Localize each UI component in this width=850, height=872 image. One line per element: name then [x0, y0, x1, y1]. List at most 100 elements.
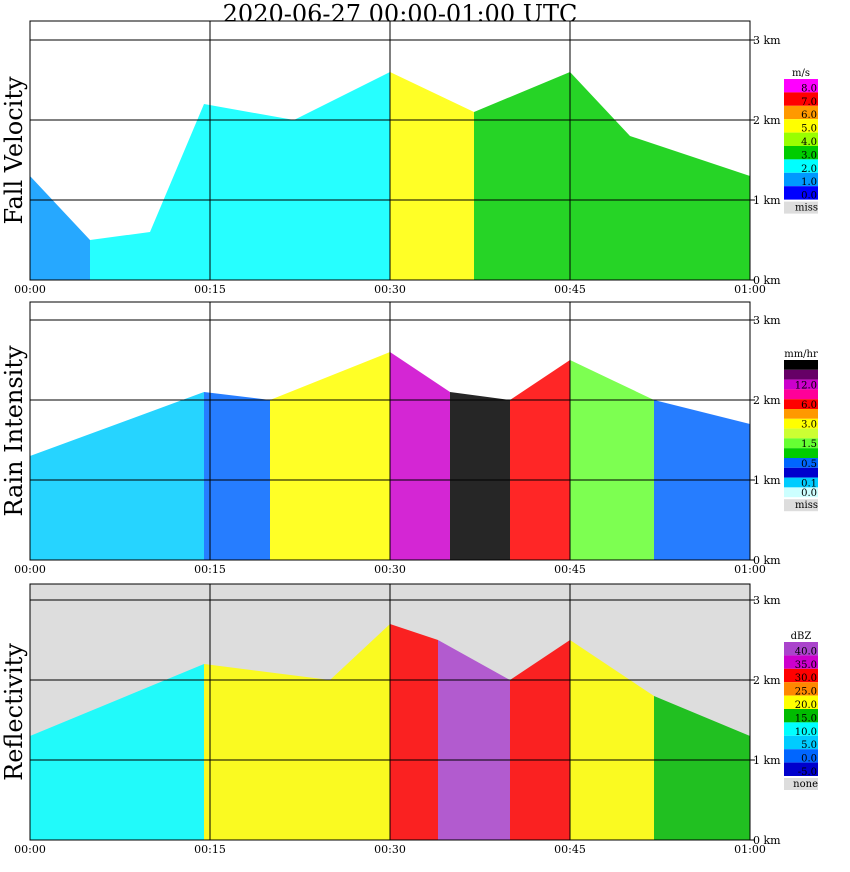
reflectivity-colorbar-label: 30.0	[795, 673, 817, 684]
fall_velocity-ytick-label: 3 km	[753, 34, 781, 47]
reflectivity-colorbar-swatch	[784, 762, 818, 776]
reflectivity-echo-column	[30, 664, 204, 840]
reflectivity-colorbar-label: 15.0	[795, 713, 817, 724]
reflectivity-colorbar-swatch	[784, 735, 818, 750]
rain_intensity-xtick-label: 00:00	[14, 563, 46, 576]
reflectivity-colorbar-label: 0.0	[801, 754, 817, 765]
rain_intensity-colorbar-swatch	[784, 399, 818, 409]
fall_velocity-colorbar-swatch	[784, 105, 818, 120]
fall_velocity-colorbar-swatch	[784, 92, 818, 106]
fall_velocity-colorbar-label: 3.0	[801, 150, 817, 161]
rain_intensity-colorbar-swatch	[784, 369, 818, 380]
fall_velocity-ytick-label: 0 km	[753, 274, 781, 287]
rain_intensity-ytick-label: 1 km	[753, 474, 781, 487]
rain_intensity-colorbar-label: 12.0	[795, 380, 817, 391]
reflectivity-colorbar-label: 20.0	[795, 700, 817, 711]
rain_intensity-xtick-label: 00:45	[554, 563, 586, 576]
rain_intensity-colorbar-swatch	[784, 409, 818, 419]
rain_intensity-echo-column	[270, 352, 390, 560]
fall_velocity-colorbar-missing-label: miss	[795, 203, 818, 214]
fall_velocity-colorbar-label: 2.0	[801, 164, 817, 175]
rain_intensity-colorbar-swatch	[784, 467, 818, 478]
fall_velocity-echo-column	[570, 72, 630, 280]
fall_velocity-ytick-label: 1 km	[753, 194, 781, 207]
rain_intensity-ytick-label: 0 km	[753, 554, 781, 567]
reflectivity-colorbar-swatch	[784, 668, 818, 683]
rain_intensity-colorbar-swatch	[784, 428, 818, 439]
reflectivity-ylabel: Reflectivity	[0, 643, 28, 781]
fall_velocity-xtick-label: 00:45	[554, 283, 586, 296]
rain_intensity-colorbar-swatch	[784, 379, 818, 390]
fall_velocity-ylabel: Fall Velocity	[0, 76, 28, 225]
rain_intensity-colorbar-label: 48.0	[795, 361, 817, 372]
rain_intensity-colorbar-unit: mm/hr	[784, 349, 818, 360]
fall_velocity-colorbar-swatch	[784, 79, 818, 93]
reflectivity-colorbar-swatch	[784, 682, 818, 696]
fall_velocity-colorbar-label: 7.0	[801, 97, 817, 108]
reflectivity-colorbar-label: 40.0	[795, 646, 817, 657]
fall_velocity-colorbar-swatch	[784, 146, 818, 160]
rain_intensity-echo-column	[570, 360, 654, 560]
reflectivity-frame	[29, 583, 751, 841]
reflectivity-ytick-label: 3 km	[753, 594, 781, 607]
reflectivity-echo-column	[570, 640, 654, 840]
reflectivity-colorbar-swatch	[784, 722, 818, 736]
rain_intensity-ylabel: Rain Intensity	[0, 345, 28, 517]
reflectivity-xtick-label: 00:45	[554, 843, 586, 856]
rain_intensity-colorbar-label: 6.0	[801, 400, 817, 411]
rain_intensity-xtick-label: 00:15	[194, 563, 226, 576]
fall_velocity-colorbar-swatch	[784, 119, 818, 133]
reflectivity-colorbar-unit: dBZ	[791, 631, 812, 642]
rain_intensity-colorbar-swatch	[784, 360, 818, 370]
fall_velocity-colorbar-swatch	[784, 159, 818, 173]
rain_intensity-ytick-label: 2 km	[753, 394, 781, 407]
reflectivity-colorbar-label: 10.0	[795, 727, 817, 738]
reflectivity-echo-column	[438, 640, 510, 840]
rain_intensity-colorbar-label: 3.0	[801, 420, 817, 431]
reflectivity-colorbar-swatch	[784, 642, 818, 656]
rain_intensity-echo-column	[450, 392, 510, 560]
fall_velocity-colorbar-label: 0.0	[801, 191, 817, 202]
rain_intensity-colorbar-swatch	[784, 418, 818, 429]
rain_intensity-xtick-label: 00:30	[374, 563, 406, 576]
fall_velocity-colorbar-label: 8.0	[801, 83, 817, 94]
fall_velocity-colorbar-label: 5.0	[801, 124, 817, 135]
fall_velocity-xtick-label: 00:15	[194, 283, 226, 296]
fall_velocity-colorbar-swatch	[784, 172, 818, 187]
fall_velocity-echo-column	[30, 176, 90, 280]
rain_intensity-colorbar-swatch	[784, 389, 818, 400]
fall_velocity-xtick-label: 00:30	[374, 283, 406, 296]
reflectivity-xtick-label: 00:15	[194, 843, 226, 856]
reflectivity-colorbar-label: 25.0	[795, 687, 817, 698]
rain_intensity-colorbar-label: 0.5	[801, 459, 817, 470]
fall_velocity-colorbar-unit: m/s	[792, 68, 810, 79]
rain_intensity-echo-column	[204, 392, 270, 560]
reflectivity-colorbar-swatch	[784, 695, 818, 709]
rain_intensity-colorbar-missing-swatch	[784, 499, 818, 512]
rain_intensity-colorbar-swatch	[784, 477, 818, 488]
reflectivity-colorbar-swatch	[784, 709, 818, 723]
fall_velocity-echo-column	[90, 232, 150, 280]
reflectivity-xtick-label: 01:00	[734, 843, 766, 856]
rain_intensity-colorbar-swatch	[784, 458, 818, 468]
fall_velocity-colorbar-label: 6.0	[801, 110, 817, 121]
rain_intensity-colorbar-label: 0.0	[801, 488, 817, 499]
fall_velocity-echo-column	[150, 104, 204, 280]
rain_intensity-colorbar-swatch	[784, 448, 818, 458]
fall_velocity-xtick-label: 00:00	[14, 283, 46, 296]
fall_velocity-echo-column	[204, 104, 294, 280]
reflectivity-ytick-label: 1 km	[753, 754, 781, 767]
reflectivity-ytick-label: 0 km	[753, 834, 781, 847]
rain_intensity-echo-column	[390, 352, 450, 560]
reflectivity-colorbar-label: 5.0	[801, 740, 817, 751]
fall_velocity-colorbar-label: 1.0	[801, 177, 817, 188]
reflectivity-echo-column	[390, 624, 438, 840]
rain_intensity-echo-column	[30, 392, 204, 560]
fall_velocity-xtick-label: 01:00	[734, 283, 766, 296]
reflectivity-xtick-label: 00:30	[374, 843, 406, 856]
rain_intensity-colorbar-label: 1.5	[801, 439, 817, 450]
fall_velocity-colorbar-swatch	[784, 186, 818, 200]
reflectivity-colorbar-label: -5.0	[798, 767, 817, 778]
reflectivity-colorbar-swatch	[784, 749, 818, 763]
